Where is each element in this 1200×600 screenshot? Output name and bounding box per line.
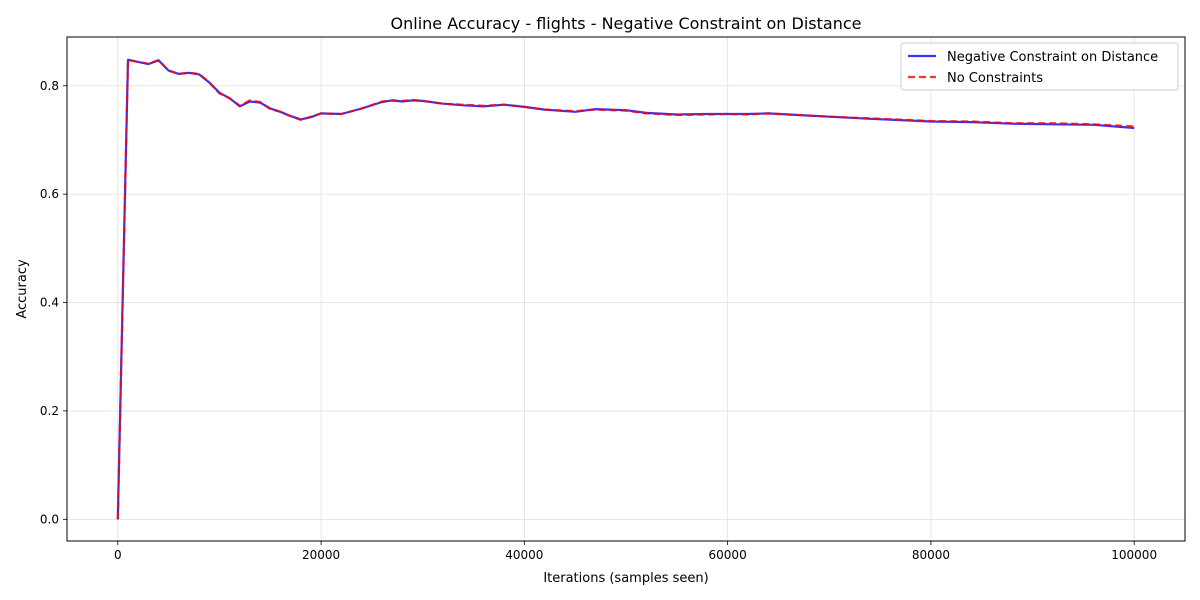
y-tick-label: 0.4 <box>40 296 59 310</box>
plot-area <box>67 37 1185 541</box>
chart-title: Online Accuracy - flights - Negative Con… <box>391 14 862 33</box>
x-tick-label: 60000 <box>709 548 747 562</box>
x-axis: 0 20000 40000 60000 80000 100000 <box>114 541 1157 562</box>
x-tick-label: 0 <box>114 548 122 562</box>
x-tick-label: 100000 <box>1111 548 1157 562</box>
x-tick-label: 20000 <box>302 548 340 562</box>
y-tick-label: 0.0 <box>40 512 59 526</box>
y-tick-label: 0.8 <box>40 79 59 93</box>
legend-box <box>900 42 1179 91</box>
y-tick-label: 0.2 <box>40 404 59 418</box>
plot-frame <box>66 36 1186 542</box>
x-tick-label: 40000 <box>505 548 543 562</box>
series-layer <box>116 58 1135 520</box>
y-axis: 0.0 0.2 0.4 0.6 0.8 <box>40 79 67 526</box>
x-tick-label: 80000 <box>912 548 950 562</box>
series-line-no-constraints <box>116 58 1135 520</box>
y-axis-label: Accuracy <box>15 259 30 319</box>
legend: Negative Constraint on Distance No Const… <box>900 42 1179 91</box>
legend-label-no-constraints: No Constraints <box>947 71 1043 86</box>
legend-label-negative-constraint: Negative Constraint on Distance <box>947 50 1158 65</box>
y-tick-label: 0.6 <box>40 187 59 201</box>
x-axis-label: Iterations (samples seen) <box>543 571 708 586</box>
